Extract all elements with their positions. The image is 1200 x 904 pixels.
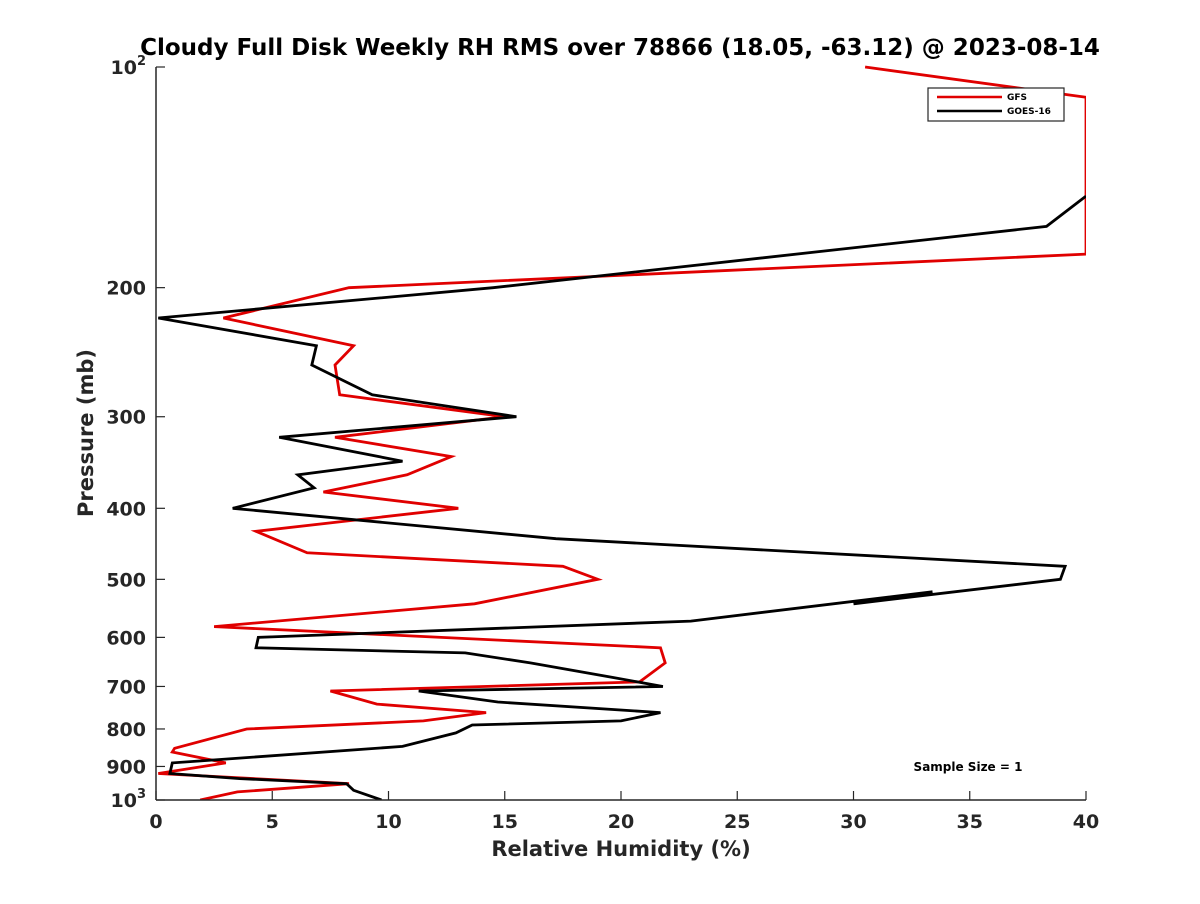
y-tick-label: 300 [106,407,146,429]
y-tick-label: 102 [111,54,147,79]
y-tick-label: 400 [106,498,146,520]
x-tick-label: 15 [492,811,518,833]
series-line-gfs [158,65,1086,800]
x-tick-label: 20 [608,811,634,833]
x-tick-label: 40 [1073,811,1099,833]
y-tick-label: 103 [111,787,147,812]
y-tick-label: 600 [106,627,146,649]
x-axis-ticks: 0 5 10 15 20 25 30 35 40 [149,791,1099,833]
x-tick-label: 35 [957,811,983,833]
chart-title: Cloudy Full Disk Weekly RH RMS over 7886… [140,35,1100,61]
x-axis-label: Relative Humidity (%) [491,837,750,861]
legend-label-gfs: GFS [1007,93,1027,103]
x-tick-label: 10 [375,811,401,833]
series-layer [158,65,1086,800]
x-tick-label: 30 [840,811,866,833]
y-tick-label: 900 [106,756,146,778]
y-tick-label: 500 [106,569,146,591]
y-tick-label: 200 [106,278,146,300]
legend-box [927,87,1065,122]
series-line-goes-16 [158,194,1086,800]
legend-label-goes-16: GOES-16 [1007,107,1051,117]
axes-layer [155,67,1086,801]
x-tick-label: 5 [266,811,279,833]
x-tick-label: 25 [724,811,750,833]
y-tick-label: 800 [106,719,146,741]
sample-size-annotation: Sample Size = 1 [914,760,1023,774]
y-axis-label: Pressure (mb) [74,349,98,517]
x-tick-label: 0 [149,811,162,833]
y-tick-label: 700 [106,676,146,698]
y-axis-ticks: 102 200 300 400 500 600 700 800 900 103 [106,54,165,812]
legend: GFS GOES-16 [927,87,1065,122]
